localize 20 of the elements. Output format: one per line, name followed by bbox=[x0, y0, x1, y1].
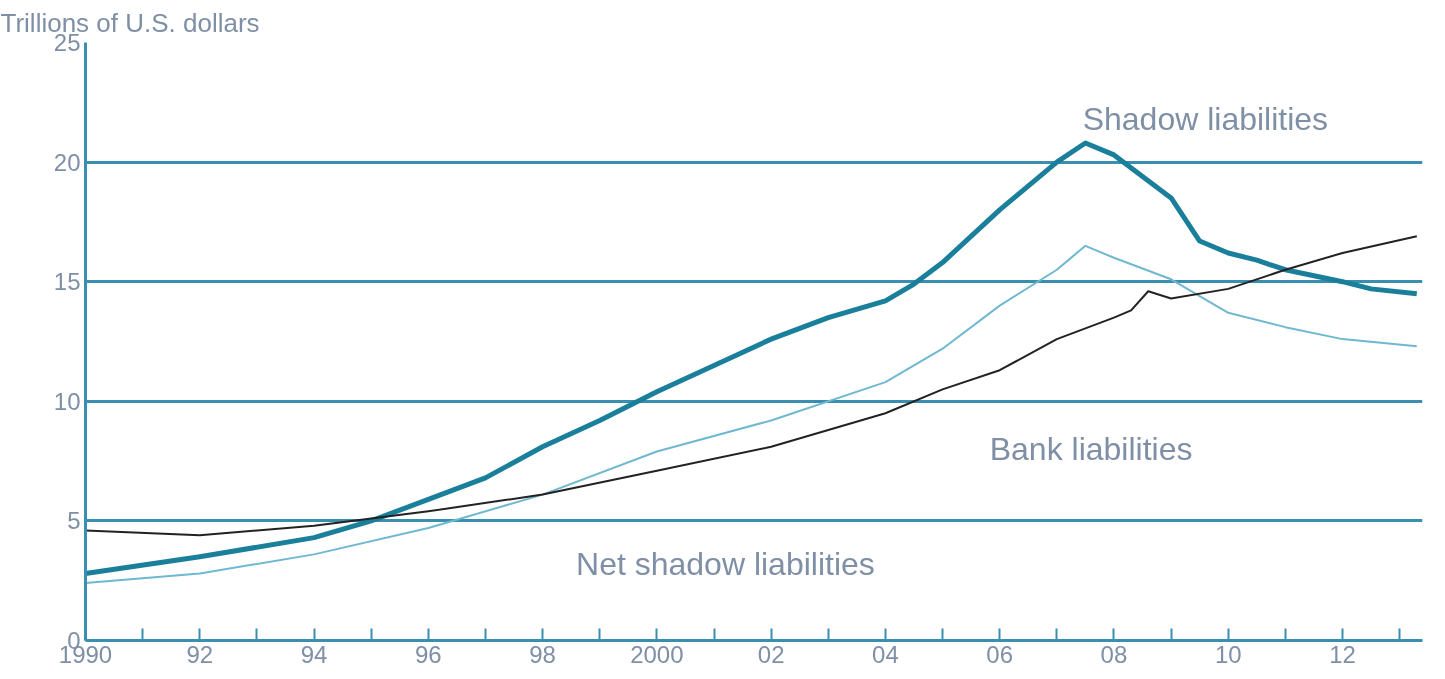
y-tick-label: 5 bbox=[67, 507, 81, 535]
line-series bbox=[85, 235, 1418, 537]
y-tick-label: 10 bbox=[53, 387, 81, 415]
series-label: Net shadow liabilities bbox=[576, 545, 875, 582]
x-tick-label: 94 bbox=[300, 640, 328, 668]
x-tick-label: 98 bbox=[529, 640, 556, 668]
series-label: Bank liabilities bbox=[989, 431, 1193, 468]
x-tick-label: 2000 bbox=[630, 640, 684, 668]
x-tick-label: 10 bbox=[1214, 640, 1242, 668]
x-tick-label: 96 bbox=[414, 640, 442, 668]
y-tick-label: 15 bbox=[53, 268, 81, 296]
x-tick-label: 08 bbox=[1100, 640, 1128, 668]
x-tick-label: 06 bbox=[986, 640, 1014, 668]
x-tick-label: 92 bbox=[186, 640, 214, 668]
y-tick-label: 20 bbox=[53, 148, 81, 176]
x-tick-label: 12 bbox=[1329, 640, 1356, 668]
x-tick-label: 04 bbox=[872, 640, 899, 668]
series-label: Shadow liabilities bbox=[1082, 101, 1329, 138]
x-tick-label: 02 bbox=[757, 640, 785, 668]
line-series bbox=[85, 244, 1418, 585]
